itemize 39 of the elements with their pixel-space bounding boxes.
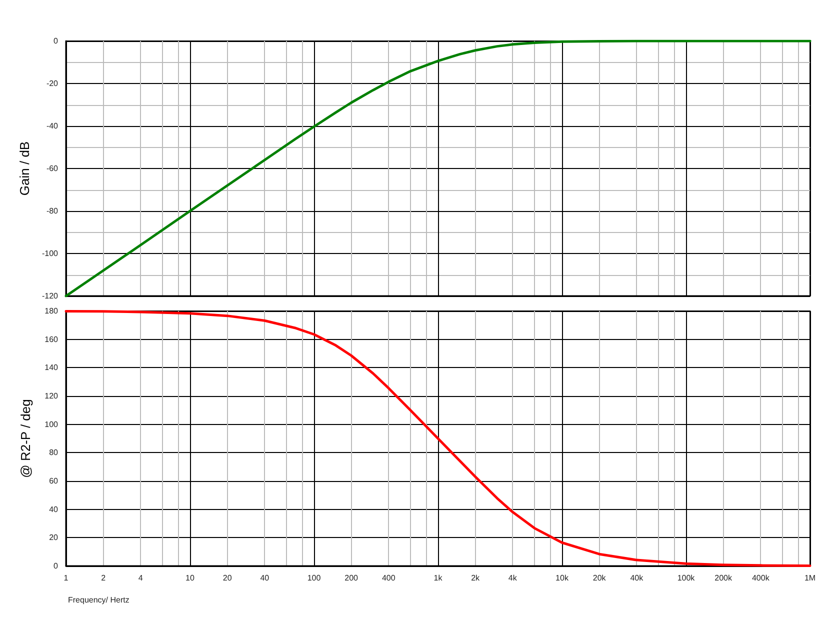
y-tick-label: -40: [46, 122, 59, 130]
x-tick-label: 2k: [471, 574, 481, 582]
x-tick-label: 20k: [592, 574, 607, 582]
y-tick-label: 100: [44, 420, 59, 429]
y-tick-label: 160: [44, 334, 59, 344]
x-tick-label: 1M: [804, 574, 816, 582]
y-tick-label: 20: [49, 533, 59, 542]
y-axis-title: Gain / dB: [17, 141, 32, 196]
x-axis-title: Frequency/ Hertz: [68, 596, 130, 604]
y-tick-label: 140: [44, 363, 59, 372]
x-tick-label: 200: [344, 574, 359, 582]
y-tick-label: 80: [49, 448, 59, 458]
x-tick-label: 100k: [677, 574, 696, 582]
x-tick-label: 2: [101, 574, 106, 582]
x-tick-label: 1k: [434, 574, 444, 582]
y-tick-label: -20: [46, 79, 59, 88]
x-tick-label: 20: [222, 574, 232, 582]
y-tick-label: 0: [54, 562, 59, 570]
y-tick-label: -120: [42, 292, 59, 300]
y-tick-label: 60: [49, 476, 59, 486]
x-tick-label: 400k: [752, 574, 770, 582]
x-tick-label: 4k: [508, 574, 518, 582]
y-tick-label: -100: [42, 249, 59, 258]
x-tick-label: 1: [64, 574, 69, 582]
y-tick-label: 0: [54, 36, 59, 46]
x-tick-label: 4: [138, 574, 144, 582]
y-tick-label: 40: [49, 504, 59, 514]
y-tick-label: -80: [46, 206, 59, 216]
y-tick-label: 120: [44, 392, 59, 400]
x-tick-label: 100: [307, 574, 322, 582]
x-tick-label: 10k: [556, 574, 570, 582]
y-tick-label: -60: [46, 164, 59, 173]
x-tick-label: 200k: [714, 574, 733, 582]
y-axis-title: @ R2-P / deg: [18, 399, 33, 478]
x-tick-label: 10: [186, 574, 195, 582]
x-tick-label: 400: [382, 574, 396, 582]
x-tick-label: 40: [260, 574, 270, 582]
y-tick-label: 180: [44, 306, 59, 316]
x-tick-label: 40k: [630, 574, 644, 582]
